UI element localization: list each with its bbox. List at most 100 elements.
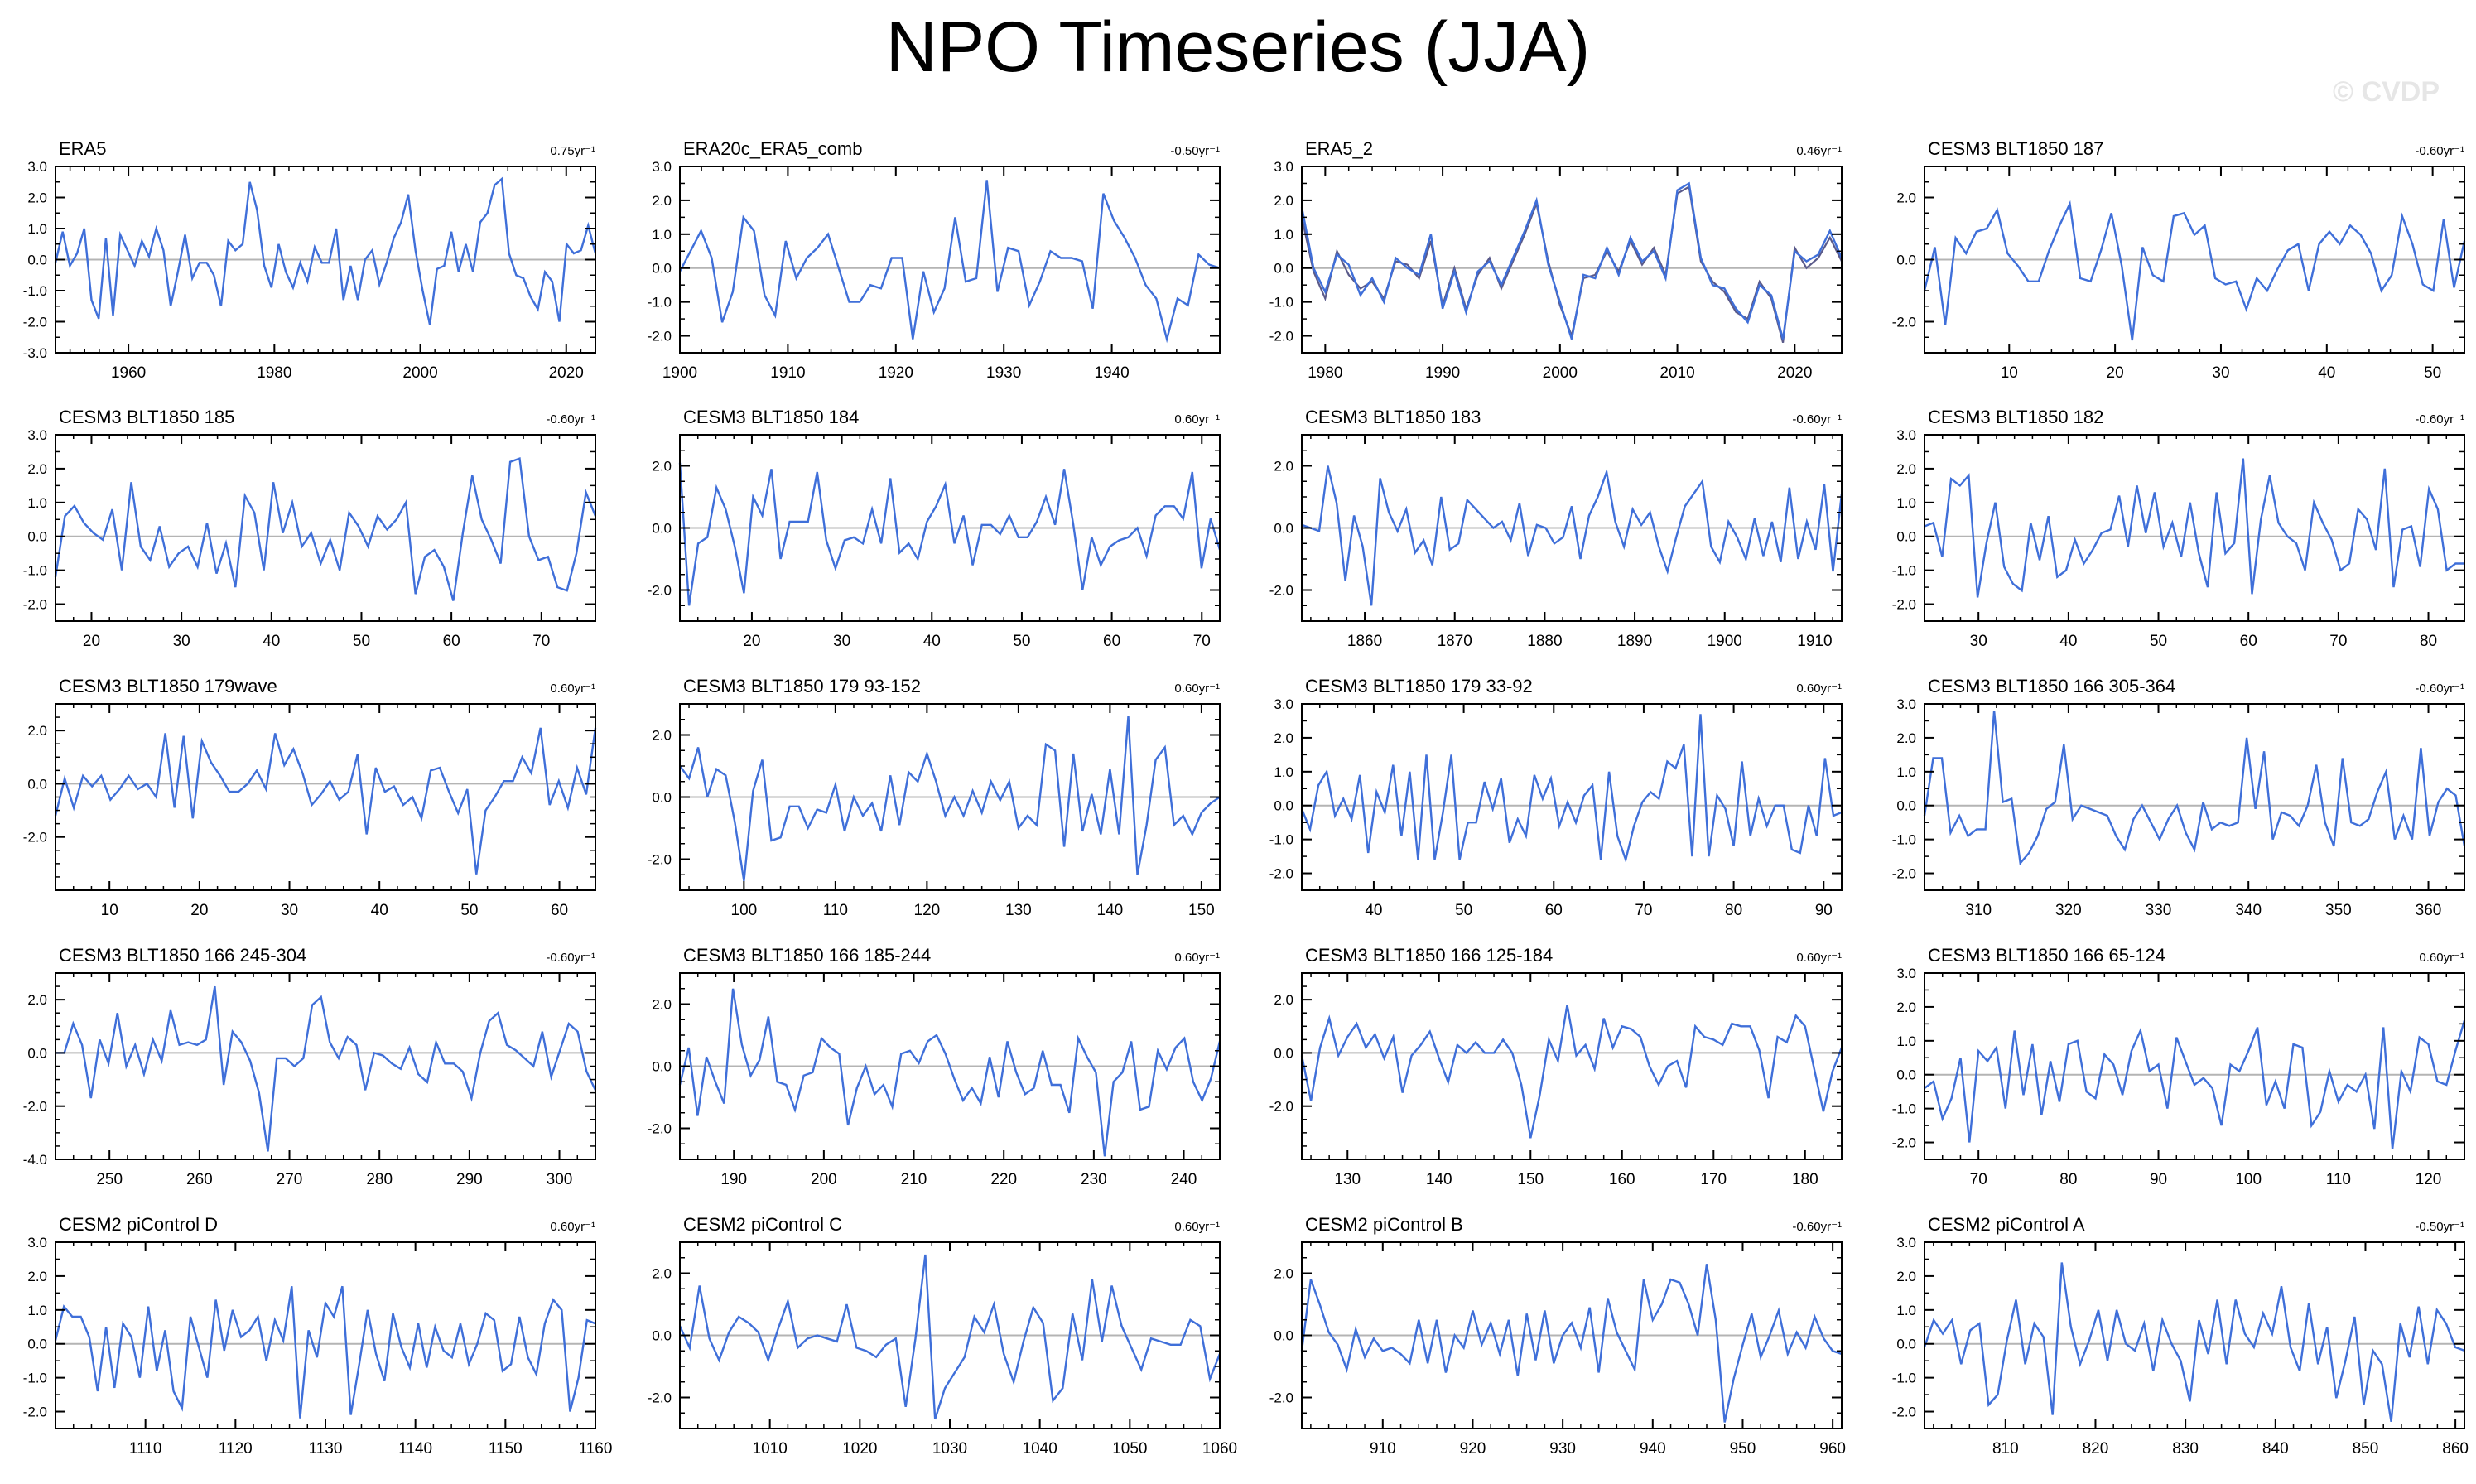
x-tick-label: 910 [1370, 1440, 1396, 1458]
y-tick-label: 0.0 [27, 253, 47, 268]
y-tick-label: 2.0 [1274, 459, 1293, 475]
x-tick-label: 70 [2329, 633, 2347, 650]
y-tick-label: 1.0 [1896, 764, 1916, 780]
x-tick-label: 860 [2442, 1440, 2469, 1458]
panel-trend: 0.60yr⁻¹ [550, 682, 595, 696]
plot-frame [679, 166, 1221, 354]
y-tick-label: -2.0 [1269, 866, 1293, 882]
y-tick-label: 1.0 [27, 1303, 47, 1318]
panel-title: CESM3 BLT1850 166 185-244 [683, 945, 931, 966]
series-line [1924, 1019, 2466, 1149]
x-tick-label: 1160 [579, 1440, 613, 1458]
x-tick-label: 1960 [111, 364, 146, 382]
y-tick-label: 0.0 [1274, 261, 1293, 277]
x-tick-label: 1910 [1797, 633, 1832, 650]
series-line [678, 180, 1221, 344]
y-tick-label: -1.0 [1892, 1101, 1916, 1117]
x-tick-label: 280 [366, 1171, 393, 1188]
plot-frame [1301, 972, 1843, 1160]
panel: 100 110 120 130 140 150 2.0 0.0 -2.0 CESM3 BLT185… [648, 676, 1221, 919]
x-tick-label: 1020 [842, 1440, 877, 1458]
x-tick-label: 30 [173, 633, 190, 650]
panel: 250 260 270 280 290 300 2.0 0.0 -2.0 -4.0 CESM3 BL… [23, 945, 597, 1188]
panel-title: CESM3 BLT1850 166 305-364 [1928, 676, 2175, 696]
panel-title: CESM3 BLT1850 184 [683, 407, 859, 427]
x-tick-label: 60 [1545, 902, 1563, 919]
x-tick-label: 210 [901, 1171, 927, 1188]
plot-frame [1924, 1241, 2465, 1429]
panel: 1110 1120 1130 1140 1150 1160 3.0 2.0 1.0 0.0 -1.0… [23, 1214, 613, 1458]
y-tick-label: -2.0 [1269, 329, 1293, 344]
y-tick-label: 2.0 [1274, 1266, 1293, 1282]
plot-frame [55, 1241, 596, 1429]
x-tick-label: 130 [1005, 902, 1032, 919]
x-tick-label: 40 [371, 902, 388, 919]
x-tick-label: 100 [2235, 1171, 2262, 1188]
panel-trend: 0.60yr⁻¹ [550, 1220, 595, 1234]
y-tick-label: -2.0 [23, 315, 47, 330]
series-line [54, 176, 597, 325]
panel: 1980 1990 2000 2010 2020 3.0 2.0 1.0 0.0 -1.0 -2.0… [1269, 138, 1843, 382]
series-line [1923, 200, 2466, 341]
y-tick-label: 3.0 [27, 159, 47, 175]
x-tick-label: 40 [2059, 633, 2077, 650]
x-tick-label: 840 [2262, 1440, 2289, 1458]
x-tick-label: 1150 [489, 1440, 523, 1458]
y-tick-label: 0.0 [1896, 1067, 1916, 1083]
x-tick-label: 30 [281, 902, 298, 919]
x-tick-label: 2000 [1543, 364, 1578, 382]
panel-trend: 0.60yr⁻¹ [1174, 951, 1220, 965]
y-tick-label: -2.0 [23, 830, 47, 846]
plot-frame [1301, 166, 1843, 354]
panel: 190 200 210 220 230 240 2.0 0.0 -2.0 CESM3 BLT185… [648, 945, 1221, 1188]
x-tick-label: 80 [2420, 633, 2437, 650]
x-tick-label: 200 [811, 1171, 837, 1188]
x-tick-label: 2020 [549, 364, 584, 382]
x-tick-label: 30 [833, 633, 850, 650]
y-tick-label: -1.0 [23, 563, 47, 579]
x-tick-label: 1920 [879, 364, 913, 382]
panel-title: CESM3 BLT1850 166 65-124 [1928, 945, 2165, 966]
x-tick-label: 320 [2055, 902, 2082, 919]
y-tick-label: -2.0 [1892, 597, 1916, 613]
panel: 40 50 60 70 80 90 3.0 2.0 1.0 0.0 -1.0 -2.0 CESM3 BL… [1269, 676, 1843, 919]
series-line [678, 988, 1221, 1157]
series-line [679, 716, 1221, 881]
panel: 310 320 330 340 350 360 3.0 2.0 1.0 0.0 -1.0 -2.0 CE… [1892, 676, 2466, 919]
y-tick-label: 2.0 [1896, 1269, 1916, 1284]
x-tick-label: 820 [2083, 1440, 2109, 1458]
panel-title: CESM2 piControl C [683, 1214, 842, 1235]
y-tick-label: -2.0 [1892, 866, 1916, 882]
y-tick-label: 0.0 [1274, 1328, 1293, 1344]
y-tick-label: -1.0 [1269, 832, 1293, 848]
y-tick-label: -2.0 [23, 1404, 47, 1420]
y-tick-label: 0.0 [652, 521, 672, 537]
panel-title: CESM2 piControl A [1928, 1214, 2085, 1235]
x-tick-label: 60 [551, 902, 568, 919]
y-tick-label: -2.0 [23, 597, 47, 613]
plot-frame [55, 434, 596, 622]
panel-trend: -0.60yr⁻¹ [1792, 412, 1842, 426]
y-tick-label: 1.0 [652, 227, 672, 243]
x-tick-label: 1050 [1112, 1440, 1147, 1458]
y-tick-label: -2.0 [648, 329, 672, 344]
x-tick-label: 50 [460, 902, 478, 919]
x-tick-label: 240 [1171, 1171, 1197, 1188]
y-tick-label: -1.0 [648, 295, 672, 311]
x-tick-label: 70 [532, 633, 550, 650]
x-tick-label: 270 [277, 1171, 303, 1188]
y-tick-label: 2.0 [652, 728, 672, 744]
y-tick-label: 2.0 [1896, 730, 1916, 746]
y-tick-label: 2.0 [652, 193, 672, 209]
x-tick-label: 40 [263, 633, 280, 650]
y-tick-label: 3.0 [1896, 966, 1916, 981]
series-line [1300, 714, 1843, 864]
series-line [678, 462, 1221, 606]
x-tick-label: 250 [96, 1171, 123, 1188]
x-tick-label: 1980 [1308, 364, 1342, 382]
panel-trend: -0.50yr⁻¹ [1170, 144, 1220, 158]
y-tick-label: 3.0 [27, 427, 47, 443]
plot-frame [1301, 703, 1843, 891]
y-tick-label: -2.0 [648, 1121, 672, 1137]
y-tick-label: -2.0 [1269, 1099, 1293, 1115]
